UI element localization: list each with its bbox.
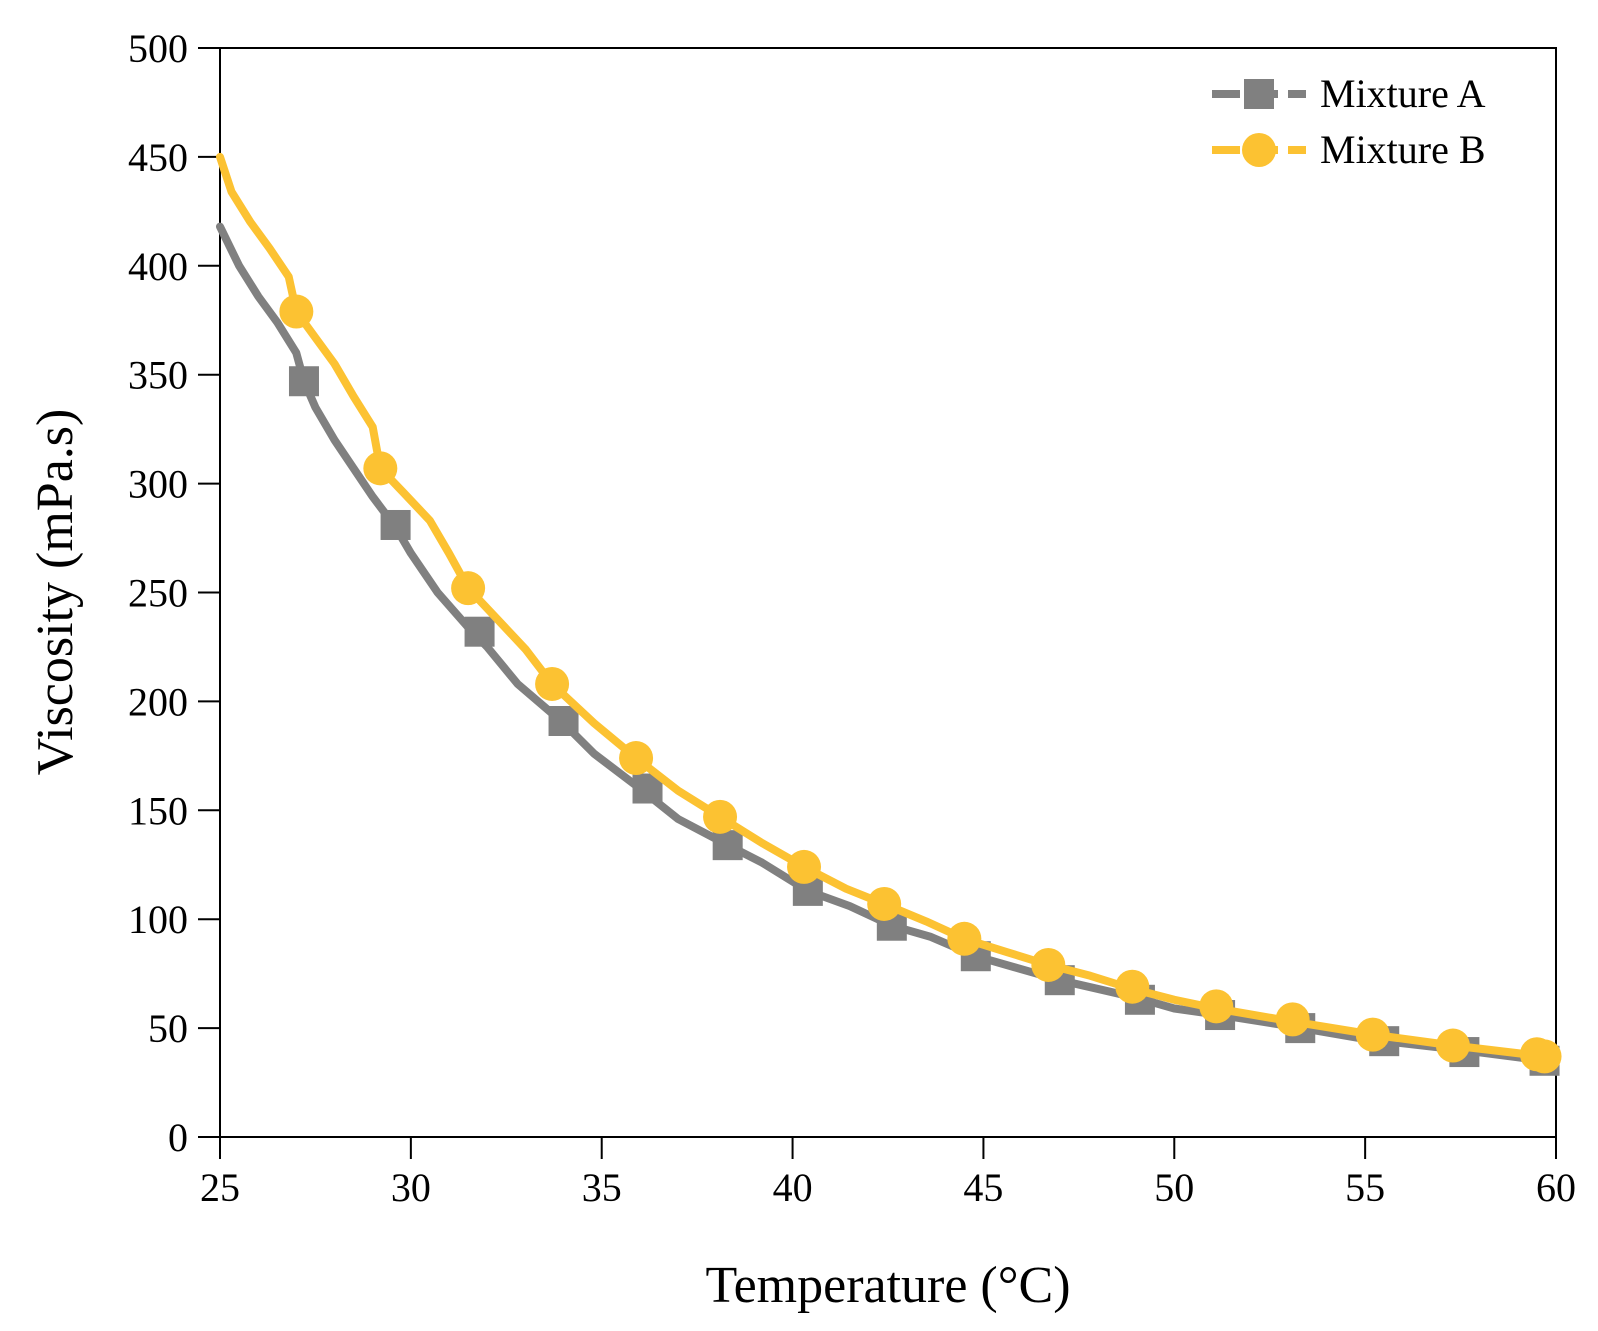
x-tick-label: 30: [391, 1165, 431, 1210]
y-axis-title: Viscosity (mPa.s): [27, 409, 84, 776]
x-axis-ticks: 25 30 35 40 45 50 55 60: [200, 1137, 1576, 1210]
data-point-mixture-b: [947, 921, 982, 956]
series-mixture-b: [216, 152, 1562, 1074]
y-tick-label: 150: [128, 788, 188, 833]
data-point-mixture-b: [787, 849, 822, 884]
data-point-mixture-b: [1527, 1039, 1562, 1074]
data-point-mixture-b: [1275, 1002, 1310, 1037]
legend-marker-mixture-a: [1244, 79, 1274, 109]
data-point-mixture-a: [548, 706, 579, 737]
data-point-mixture-b: [703, 799, 738, 834]
data-point-mixture-b: [279, 294, 314, 329]
data-point-mixture-b: [867, 886, 902, 921]
data-point-mixture-a: [288, 366, 319, 397]
data-point-mixture-b: [619, 741, 654, 776]
y-tick-label: 450: [128, 135, 188, 180]
data-point-mixture-b: [1031, 947, 1066, 982]
series-layer: [216, 152, 1562, 1076]
legend: Mixture A Mixture B: [1212, 71, 1486, 172]
legend-label-mixture-a: Mixture A: [1320, 71, 1486, 116]
legend-label-mixture-b: Mixture B: [1320, 127, 1486, 172]
data-point-mixture-b: [1435, 1028, 1470, 1063]
y-axis-ticks: 0 50 100 150 200 250 300 350 400 450 500: [128, 26, 220, 1160]
x-tick-label: 35: [582, 1165, 622, 1210]
x-axis-title: Temperature (°C): [705, 1257, 1070, 1314]
data-point-mixture-b: [535, 666, 570, 701]
legend-item-mixture-a: Mixture A: [1212, 71, 1486, 116]
y-tick-label: 400: [128, 244, 188, 289]
y-tick-label: 350: [128, 353, 188, 398]
y-tick-label: 300: [128, 462, 188, 507]
data-point-mixture-a: [464, 616, 495, 647]
data-point-mixture-b: [1199, 989, 1234, 1024]
y-tick-label: 200: [128, 679, 188, 724]
x-tick-label: 45: [963, 1165, 1003, 1210]
x-tick-label: 50: [1154, 1165, 1194, 1210]
y-tick-label: 500: [128, 26, 188, 71]
y-tick-label: 50: [148, 1006, 188, 1051]
y-tick-label: 250: [128, 571, 188, 616]
data-point-mixture-b: [1115, 969, 1150, 1004]
x-tick-label: 60: [1536, 1165, 1576, 1210]
legend-marker-mixture-b: [1242, 133, 1276, 167]
x-tick-label: 55: [1345, 1165, 1385, 1210]
y-tick-label: 0: [168, 1115, 188, 1160]
data-point-mixture-a: [712, 830, 743, 861]
data-point-mixture-b: [451, 571, 486, 606]
data-point-mixture-b: [363, 451, 398, 486]
x-tick-label: 25: [200, 1165, 240, 1210]
data-point-mixture-a: [380, 509, 411, 540]
data-point-mixture-b: [1355, 1017, 1390, 1052]
legend-item-mixture-b: Mixture B: [1212, 127, 1486, 172]
y-tick-label: 100: [128, 897, 188, 942]
x-tick-label: 40: [773, 1165, 813, 1210]
